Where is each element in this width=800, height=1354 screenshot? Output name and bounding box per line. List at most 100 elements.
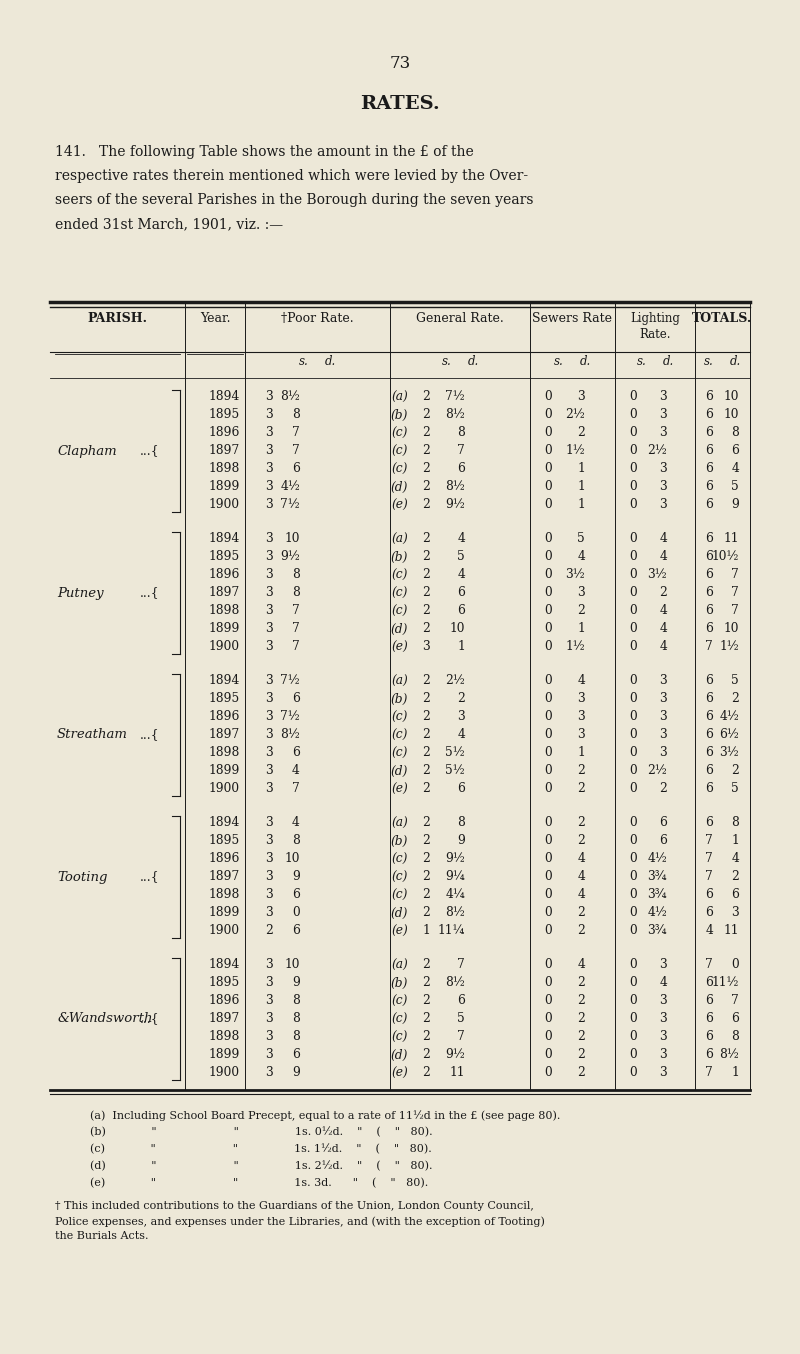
Text: 2: 2 [577,1013,585,1025]
Text: &Wandsworth: &Wandsworth [57,1013,153,1025]
Text: 7: 7 [458,1030,465,1044]
Text: 2: 2 [422,551,430,563]
Text: 6: 6 [705,604,713,617]
Text: 1897: 1897 [209,728,240,742]
Text: ...{: ...{ [140,728,160,742]
Text: 1: 1 [578,463,585,475]
Text: 0: 0 [544,463,552,475]
Text: 1895: 1895 [209,409,240,421]
Text: 0: 0 [544,498,552,512]
Text: Clapham: Clapham [57,444,117,458]
Text: 5: 5 [578,532,585,546]
Text: 3: 3 [659,1030,667,1044]
Text: (d): (d) [390,481,408,493]
Text: 3: 3 [659,390,667,403]
Text: 0: 0 [544,586,552,600]
Text: 2½: 2½ [446,674,465,688]
Text: 1899: 1899 [209,481,240,493]
Text: 3: 3 [578,390,585,403]
Text: 0: 0 [544,816,552,830]
Text: 8: 8 [731,427,739,440]
Text: 0: 0 [544,728,552,742]
Text: 2: 2 [422,871,430,884]
Text: 4: 4 [292,816,300,830]
Text: TOTALS.: TOTALS. [692,311,752,325]
Text: 3: 3 [266,640,273,654]
Text: 0: 0 [630,444,637,458]
Text: 3: 3 [659,1013,667,1025]
Text: 3: 3 [659,711,667,723]
Text: 8: 8 [292,834,300,848]
Text: 3: 3 [659,1048,667,1062]
Text: 5: 5 [731,481,739,493]
Text: 7: 7 [706,640,713,654]
Text: 0: 0 [544,1030,552,1044]
Text: 3: 3 [659,1067,667,1079]
Text: 4½: 4½ [719,711,739,723]
Text: (b): (b) [390,976,408,990]
Text: 3: 3 [266,746,273,760]
Text: 3: 3 [266,765,273,777]
Text: 3: 3 [266,728,273,742]
Text: 0: 0 [544,871,552,884]
Text: Streatham: Streatham [57,728,128,742]
Text: 3¾: 3¾ [647,888,667,902]
Text: 4¼: 4¼ [446,888,465,902]
Text: 2: 2 [577,427,585,440]
Text: 4: 4 [659,640,667,654]
Text: 3: 3 [266,959,273,972]
Text: Year.: Year. [200,311,230,325]
Text: 6: 6 [705,1030,713,1044]
Text: 6: 6 [457,994,465,1007]
Text: 8½: 8½ [446,906,465,919]
Text: 6: 6 [659,834,667,848]
Text: (c): (c) [392,888,408,902]
Text: 2: 2 [422,888,430,902]
Text: 6: 6 [659,816,667,830]
Text: 0: 0 [630,498,637,512]
Text: 0: 0 [630,816,637,830]
Text: 1899: 1899 [209,765,240,777]
Text: 1896: 1896 [209,994,240,1007]
Text: 6: 6 [705,765,713,777]
Text: 11: 11 [450,1067,465,1079]
Text: 6: 6 [705,783,713,796]
Text: 2: 2 [422,498,430,512]
Text: 6: 6 [292,925,300,937]
Text: 3: 3 [266,976,273,990]
Text: Sewers Rate: Sewers Rate [532,311,612,325]
Text: (c): (c) [392,427,408,440]
Text: 0: 0 [544,1048,552,1062]
Text: 0: 0 [630,532,637,546]
Text: 3: 3 [458,711,465,723]
Text: 2: 2 [422,1067,430,1079]
Text: 6: 6 [705,569,713,581]
Text: 0: 0 [544,409,552,421]
Text: 4: 4 [457,532,465,546]
Text: 3½: 3½ [719,746,739,760]
Text: 0: 0 [544,994,552,1007]
Text: 2: 2 [422,444,430,458]
Text: 4: 4 [659,604,667,617]
Text: 9½: 9½ [446,1048,465,1062]
Text: 3: 3 [266,994,273,1007]
Text: 7: 7 [706,853,713,865]
Text: 0: 0 [630,728,637,742]
Text: 0: 0 [292,906,300,919]
Text: Police expenses, and expenses under the Libraries, and (with the exception of To: Police expenses, and expenses under the … [55,1216,545,1227]
Text: (b): (b) [390,409,408,421]
Text: 0: 0 [544,925,552,937]
Text: 0: 0 [630,925,637,937]
Text: 1897: 1897 [209,586,240,600]
Text: ...{: ...{ [140,871,160,884]
Text: 4: 4 [457,569,465,581]
Text: 4: 4 [731,853,739,865]
Text: (c): (c) [392,994,408,1007]
Text: 3: 3 [422,640,430,654]
Text: 0: 0 [630,906,637,919]
Text: 4: 4 [705,925,713,937]
Text: 2: 2 [577,976,585,990]
Text: 1894: 1894 [209,532,240,546]
Text: 3: 3 [659,409,667,421]
Text: 9½: 9½ [446,853,465,865]
